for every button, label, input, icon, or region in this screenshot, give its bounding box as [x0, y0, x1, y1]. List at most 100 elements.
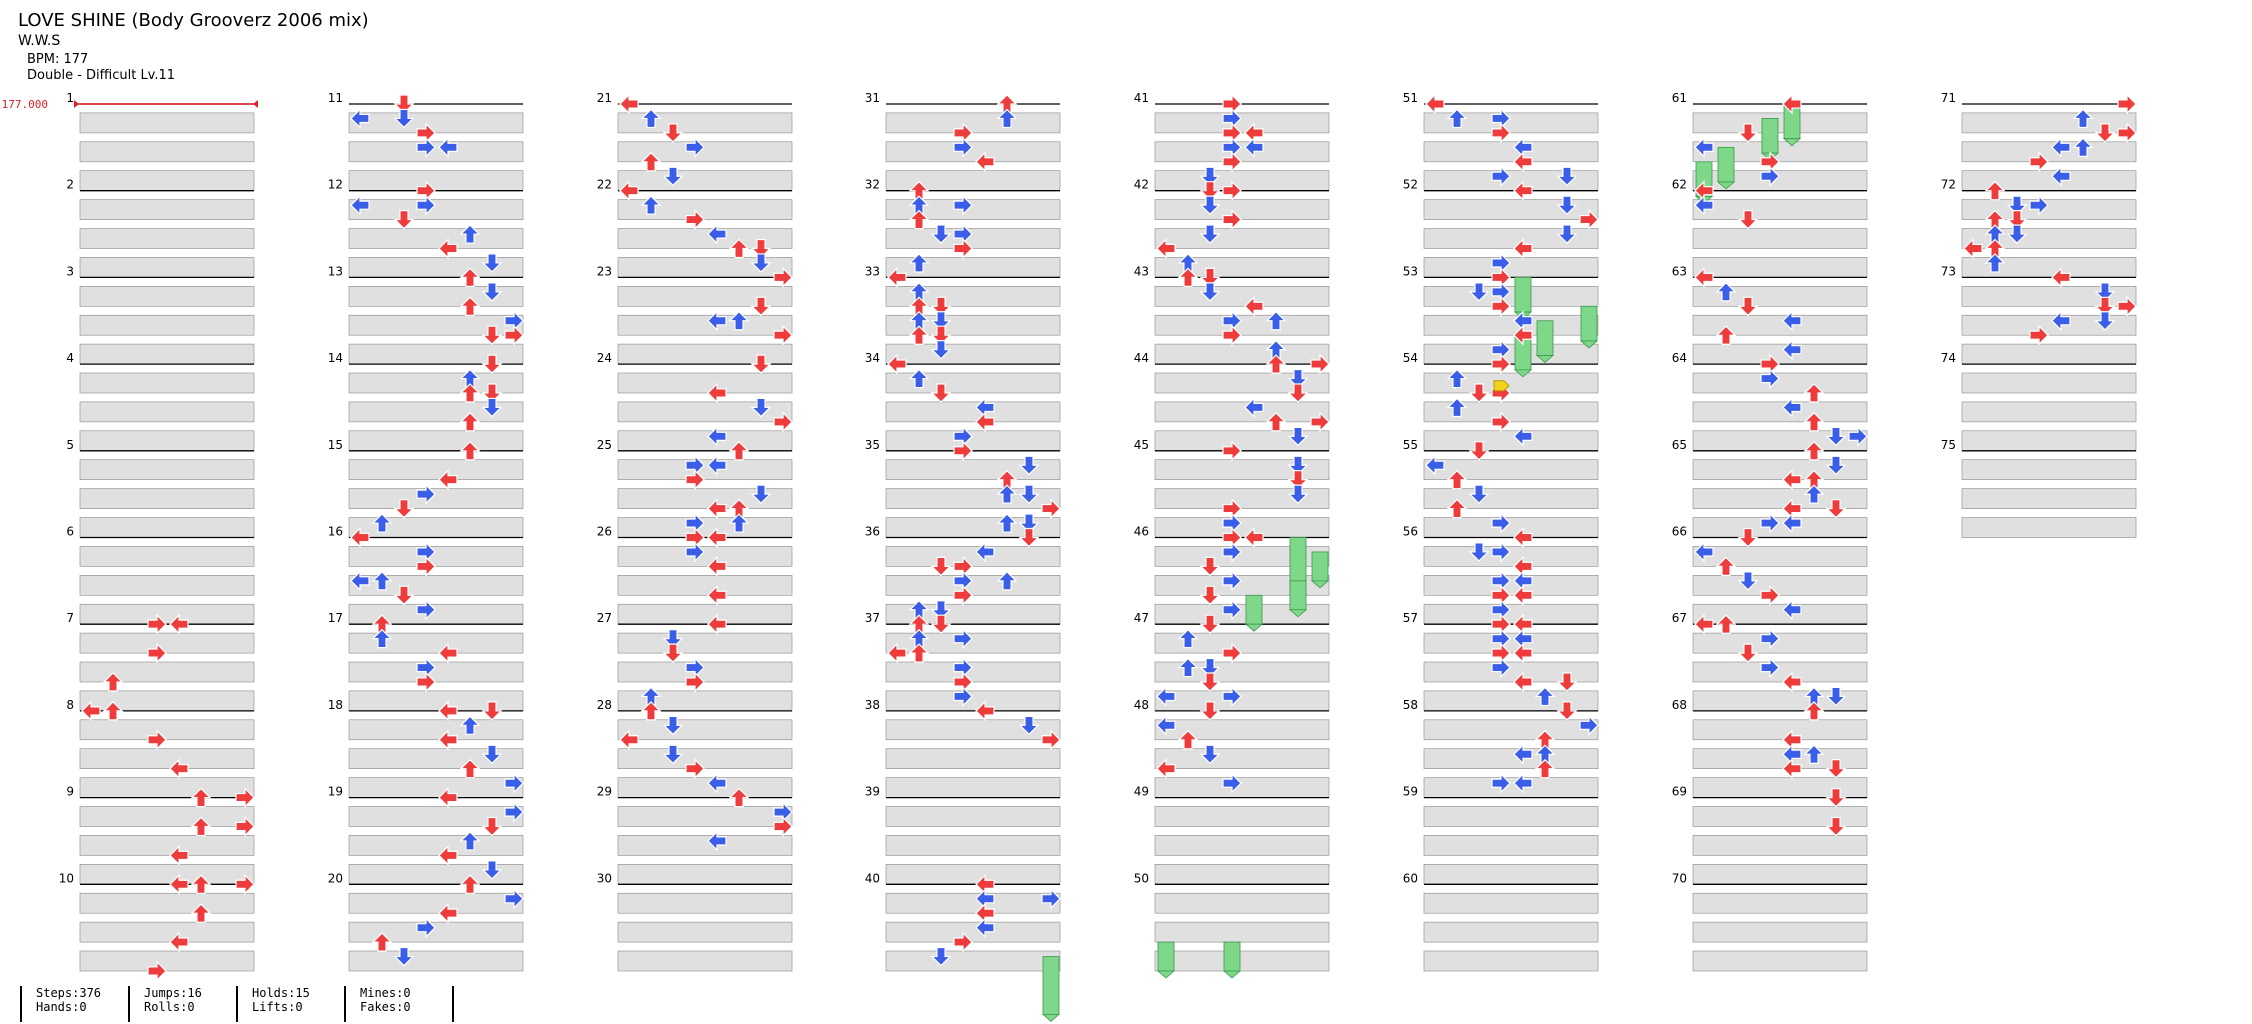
down-arrow-icon	[1715, 556, 1737, 577]
up-arrow-icon	[1737, 527, 1759, 548]
beat-band	[1961, 430, 2137, 452]
beat-band	[79, 141, 255, 163]
right-arrow-icon	[2029, 324, 2049, 346]
bpm-marker-label: 177.000	[2, 98, 48, 111]
song-bpm: BPM: 177	[27, 52, 89, 67]
beat-band	[348, 632, 524, 654]
measure-number: 36	[865, 525, 880, 539]
stat-column: Holds:15 Lifts:0	[236, 986, 344, 1022]
left-arrow-icon	[887, 266, 907, 288]
left-arrow-icon	[1156, 758, 1176, 780]
beat-band	[617, 372, 793, 394]
beat-band	[617, 661, 793, 683]
left-arrow-icon	[975, 541, 995, 563]
left-arrow-icon	[350, 194, 370, 216]
down-arrow-icon	[1803, 701, 1825, 721]
beat-band	[617, 777, 793, 798]
beat-band	[1692, 228, 1868, 249]
down-arrow-icon	[1446, 498, 1468, 519]
left-arrow-icon	[1694, 613, 1714, 635]
beat-band	[1961, 170, 2137, 191]
up-arrow-icon	[393, 946, 415, 967]
measure-number: 40	[865, 871, 880, 885]
up-arrow-icon	[481, 816, 503, 837]
beat-band	[79, 603, 255, 625]
up-arrow-icon	[1825, 816, 1847, 837]
beat-band	[617, 603, 793, 625]
beat-band	[1154, 546, 1330, 567]
beat-band	[1154, 661, 1330, 683]
beat-band	[1961, 228, 2137, 249]
hold-tail	[1041, 1013, 1061, 1022]
up-arrow-icon	[1018, 513, 1040, 533]
up-arrow-icon	[1199, 585, 1221, 606]
right-arrow-icon	[1760, 628, 1780, 650]
beat-band	[1154, 228, 1330, 249]
up-arrow-icon	[1199, 556, 1221, 577]
left-arrow-icon	[887, 353, 907, 375]
left-arrow-icon	[707, 555, 727, 577]
beat-band	[1154, 690, 1330, 712]
beat-band	[348, 372, 524, 394]
left-arrow-icon	[1513, 642, 1533, 664]
beat-band	[617, 632, 793, 654]
stats-divider	[452, 986, 455, 1022]
right-arrow-icon	[2117, 295, 2137, 317]
up-arrow-icon	[481, 383, 503, 403]
beat-band	[1423, 863, 1599, 885]
measure-number: 25	[597, 438, 612, 452]
up-arrow-icon	[2006, 210, 2028, 230]
beat-band	[617, 314, 793, 336]
left-arrow-icon	[707, 382, 727, 404]
left-arrow-icon	[1513, 151, 1533, 173]
down-arrow-icon	[996, 571, 1018, 591]
down-arrow-icon	[996, 108, 1018, 129]
left-arrow-icon	[438, 238, 458, 259]
beat-band	[79, 459, 255, 481]
left-arrow-icon	[1156, 686, 1176, 707]
left-arrow-icon	[1156, 714, 1176, 736]
right-arrow-icon	[416, 483, 436, 505]
down-arrow-icon	[1984, 253, 2006, 273]
up-arrow-icon	[930, 340, 952, 360]
right-arrow-icon	[1848, 425, 1868, 447]
hold-tail	[1782, 138, 1802, 147]
beat-band	[348, 777, 524, 798]
beat-band	[885, 401, 1061, 423]
holds-count: Holds:15	[252, 986, 310, 1000]
right-arrow-icon	[504, 801, 524, 823]
up-arrow-icon	[1737, 571, 1759, 591]
left-arrow-icon	[1782, 512, 1802, 534]
up-arrow-icon	[1199, 181, 1221, 201]
down-arrow-icon	[1265, 412, 1287, 432]
right-arrow-icon	[235, 816, 255, 837]
hold-body	[1223, 941, 1241, 972]
right-arrow-icon	[416, 671, 436, 693]
beat-band	[617, 921, 793, 943]
hold-body	[1536, 320, 1554, 356]
right-arrow-icon	[685, 469, 705, 491]
hands-count: Hands:0	[36, 1000, 87, 1014]
left-arrow-icon	[707, 223, 727, 245]
beat-band	[348, 343, 524, 365]
up-arrow-icon	[481, 701, 503, 721]
right-arrow-icon	[2029, 151, 2049, 173]
beat-band	[1154, 372, 1330, 394]
beat-band	[348, 835, 524, 856]
measure-number: 19	[328, 785, 343, 799]
right-arrow-icon	[2117, 122, 2137, 144]
beat-band	[1154, 806, 1330, 827]
left-arrow-icon	[2051, 310, 2071, 332]
up-arrow-icon	[1287, 426, 1309, 447]
beat-band	[348, 285, 524, 307]
up-arrow-icon	[1737, 643, 1759, 663]
up-arrow-icon	[930, 296, 952, 317]
left-arrow-icon	[1782, 339, 1802, 361]
measure-number: 28	[597, 698, 612, 712]
measure-number: 38	[865, 698, 880, 712]
right-arrow-icon	[504, 772, 524, 794]
right-arrow-icon	[953, 238, 973, 259]
down-arrow-icon	[371, 571, 393, 591]
left-arrow-icon	[1513, 772, 1533, 794]
measure-number: 5	[66, 438, 74, 452]
